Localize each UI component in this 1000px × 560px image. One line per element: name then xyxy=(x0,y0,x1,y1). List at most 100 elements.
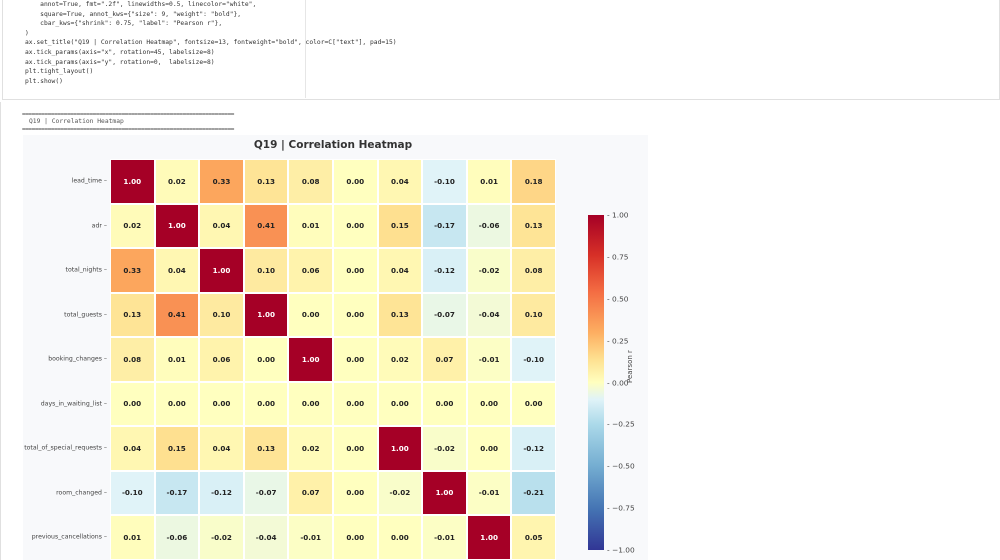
heatmap-cell: 0.08 xyxy=(288,159,333,204)
row-label: total_guests xyxy=(64,311,107,318)
row-label: days_in_waiting_list xyxy=(41,400,107,407)
heatmap-cell: -0.12 xyxy=(199,470,244,515)
heatmap-cell: 0.01 xyxy=(466,159,512,204)
heatmap-cell: -0.02 xyxy=(199,515,244,560)
heatmap-cell: 0.01 xyxy=(288,203,333,248)
colorbar-tick: −0.25 xyxy=(607,420,635,429)
heatmap-cell: 0.00 xyxy=(333,426,378,471)
heatmap-cell: 1.00 xyxy=(199,248,244,293)
code-line: ) xyxy=(25,29,29,37)
heatmap-cell: 0.13 xyxy=(110,292,155,337)
heatmap-cell: -0.12 xyxy=(511,426,556,471)
heatmap-cell: 0.00 xyxy=(422,381,467,426)
heatmap-cell: -0.06 xyxy=(154,515,200,560)
heatmap-cell: -0.21 xyxy=(511,470,556,515)
output-title: Q19 | Correlation Heatmap xyxy=(29,118,124,125)
heatmap-cell: 0.07 xyxy=(422,337,467,382)
heatmap-cell: 0.02 xyxy=(377,337,423,382)
heatmap-cell: 0.00 xyxy=(288,292,333,337)
code-line: annot=True, fmt=".2f", linewidths=0.5, l… xyxy=(25,1,257,8)
heatmap-cell: 0.04 xyxy=(377,248,423,293)
heatmap-cell: 0.10 xyxy=(243,248,289,293)
heatmap-cell: 0.10 xyxy=(511,292,556,337)
code-editor[interactable]: annot=True, fmt=".2f", linewidths=0.5, l… xyxy=(25,0,397,86)
colorbar-tick: 0.75 xyxy=(607,252,628,261)
code-line: cbar_kws={"shrink": 0.75, "label": "Pear… xyxy=(25,20,223,28)
heatmap-cell: 0.00 xyxy=(377,381,423,426)
heatmap-cell: 1.00 xyxy=(243,292,289,337)
heatmap-cell: 0.13 xyxy=(243,426,289,471)
heatmap-cell: 0.15 xyxy=(377,203,423,248)
code-line: plt.show() xyxy=(25,77,63,85)
heatmap-cell: -0.10 xyxy=(110,470,155,515)
heatmap-cell: 0.13 xyxy=(511,203,556,248)
heatmap-cell: 0.01 xyxy=(154,337,200,382)
heatmap-cell: 0.00 xyxy=(333,337,378,382)
heatmap-cell: 0.00 xyxy=(377,515,423,560)
heatmap-cell: 0.33 xyxy=(110,248,155,293)
heatmap-cell: 1.00 xyxy=(110,159,155,204)
heatmap-cell: 0.01 xyxy=(110,515,155,560)
code-line: ax.set_title("Q19 | Correlation Heatmap"… xyxy=(25,39,397,47)
row-label: booking_changes xyxy=(48,356,107,363)
heatmap-cell: 0.00 xyxy=(288,381,333,426)
colorbar-tick: 0.50 xyxy=(607,294,628,303)
heatmap-cell: 0.15 xyxy=(154,426,200,471)
heatmap-cell: -0.01 xyxy=(288,515,333,560)
row-label: lead_time xyxy=(72,178,107,185)
heatmap-figure: Q19 | Correlation Heatmap Pearson r lead… xyxy=(23,135,648,560)
heatmap-cell: 0.04 xyxy=(154,248,200,293)
heatmap-cell: -0.06 xyxy=(466,203,512,248)
colorbar-tick: −0.75 xyxy=(607,504,635,513)
heatmap-cell: -0.02 xyxy=(377,470,423,515)
colorbar xyxy=(588,215,604,550)
heatmap-cell: -0.17 xyxy=(154,470,200,515)
heatmap-cell: -0.04 xyxy=(466,292,512,337)
heatmap-cell: 0.00 xyxy=(243,337,289,382)
heatmap-cell: 0.00 xyxy=(511,381,556,426)
heatmap-cell: 0.04 xyxy=(377,159,423,204)
code-line: ax.tick_params(axis="y", rotation=0, lab… xyxy=(25,58,215,66)
heatmap-cell: -0.01 xyxy=(466,337,512,382)
row-label: total_of_special_requests xyxy=(24,445,107,452)
heatmap-cell: 0.33 xyxy=(199,159,244,204)
heatmap-cell: 0.00 xyxy=(466,381,512,426)
heatmap-cell: -0.10 xyxy=(511,337,556,382)
row-label: total_nights xyxy=(66,267,107,274)
heatmap-cell: 0.06 xyxy=(288,248,333,293)
heatmap-cell: 0.00 xyxy=(154,381,200,426)
code-line: ax.tick_params(axis="x", rotation=45, la… xyxy=(25,48,215,56)
heatmap-cell: 0.00 xyxy=(333,248,378,293)
heatmap-cell: 0.06 xyxy=(199,337,244,382)
code-divider xyxy=(305,0,306,98)
heatmap-cell: 0.41 xyxy=(243,203,289,248)
heatmap-cell: 0.00 xyxy=(110,381,155,426)
heatmap-cell: 0.04 xyxy=(110,426,155,471)
heatmap-cell: 0.00 xyxy=(333,159,378,204)
colorbar-tick: −1.00 xyxy=(607,546,635,555)
heatmap-cell: 0.00 xyxy=(333,515,378,560)
output-rule-bottom: ========================================… xyxy=(22,126,235,133)
heatmap-cell: 0.13 xyxy=(377,292,423,337)
heatmap-cell: 0.00 xyxy=(243,381,289,426)
heatmap-cell: 0.02 xyxy=(288,426,333,471)
heatmap-cell: -0.10 xyxy=(422,159,467,204)
output-rule-top: ========================================… xyxy=(22,111,235,118)
heatmap-cell: 1.00 xyxy=(154,203,200,248)
heatmap-cell: 1.00 xyxy=(466,515,512,560)
code-cell[interactable]: annot=True, fmt=".2f", linewidths=0.5, l… xyxy=(2,0,1000,100)
row-label: adr xyxy=(92,222,107,229)
heatmap-cell: -0.02 xyxy=(466,248,512,293)
heatmap-cell: 0.08 xyxy=(511,248,556,293)
heatmap-cell: -0.07 xyxy=(243,470,289,515)
heatmap-cell: -0.02 xyxy=(422,426,467,471)
heatmap-cell: 0.00 xyxy=(333,292,378,337)
heatmap-cell: 0.18 xyxy=(511,159,556,204)
heatmap-cell: -0.04 xyxy=(243,515,289,560)
colorbar-tick: 1.00 xyxy=(607,211,628,220)
heatmap-cell: 0.02 xyxy=(154,159,200,204)
heatmap-cell: 0.07 xyxy=(288,470,333,515)
code-line: square=True, annot_kws={"size": 9, "weig… xyxy=(25,10,242,18)
heatmap-cell: 1.00 xyxy=(288,337,333,382)
output-area xyxy=(0,102,1000,560)
